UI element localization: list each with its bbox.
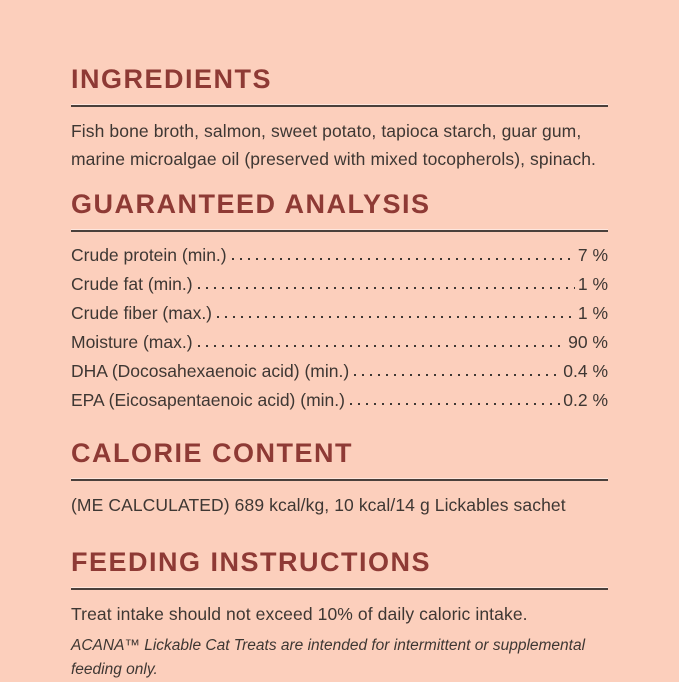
analysis-value: 1 % [577,303,608,323]
calorie-content-heading: CALORIE CONTENT [71,438,353,468]
analysis-row-crude-protein: Crude protein (min.) 7 % [71,240,608,269]
guaranteed-analysis-heading: GUARANTEED ANALYSIS [71,189,431,219]
dot-leader [349,403,561,405]
dot-leader [217,316,575,318]
analysis-label: Crude protein (min.) [71,245,227,265]
ingredients-text: Fish bone broth, salmon, sweet potato, t… [71,121,597,169]
analysis-value: 1 % [577,274,608,294]
analysis-value: 7 % [577,245,608,265]
section-ingredients: INGREDIENTS Fish bone broth, salmon, swe… [71,64,608,173]
analysis-label: Crude fiber (max.) [71,303,213,323]
dot-leader [231,258,575,260]
analysis-label: Moisture (max.) [71,332,193,352]
analysis-label: EPA (Eicosapentaenoic acid) (min.) [71,390,345,410]
section-calorie-content: CALORIE CONTENT (ME CALCULATED) 689 kcal… [71,438,608,519]
feeding-instructions-divider [71,588,608,590]
analysis-row-crude-fat: Crude fat (min.) 1 % [71,269,608,298]
section-feeding-instructions: FEEDING INSTRUCTIONS Treat intake should… [71,547,608,682]
analysis-value: 90 % [568,332,608,352]
feeding-instructions-heading: FEEDING INSTRUCTIONS [71,547,432,577]
ingredients-divider [71,105,608,107]
dot-leader [197,345,566,347]
analysis-value: 0.2 % [563,390,608,410]
analysis-label: Crude fat (min.) [71,274,193,294]
feeding-instructions-note: ACANA™ Lickable Cat Treats are intended … [71,637,586,678]
feeding-instructions-text: Treat intake should not exceed 10% of da… [71,604,528,624]
analysis-row-dha: DHA (Docosahexaenoic acid) (min.) 0.4 % [71,356,608,385]
guaranteed-analysis-table: Crude protein (min.) 7 % Crude fat (min.… [71,240,608,414]
dot-leader [354,374,561,376]
guaranteed-analysis-divider [71,230,608,232]
analysis-row-epa: EPA (Eicosapentaenoic acid) (min.) 0.2 % [71,385,608,414]
dot-leader [197,287,575,289]
analysis-value: 0.4 % [563,361,608,381]
analysis-row-moisture: Moisture (max.) 90 % [71,327,608,356]
analysis-row-crude-fiber: Crude fiber (max.) 1 % [71,298,608,327]
analysis-label: DHA (Docosahexaenoic acid) (min.) [71,361,350,381]
calorie-content-text: (ME CALCULATED) 689 kcal/kg, 10 kcal/14 … [71,495,566,515]
calorie-content-divider [71,479,608,481]
ingredients-heading: INGREDIENTS [71,64,273,94]
section-guaranteed-analysis: GUARANTEED ANALYSIS Crude protein (min.)… [71,189,608,414]
